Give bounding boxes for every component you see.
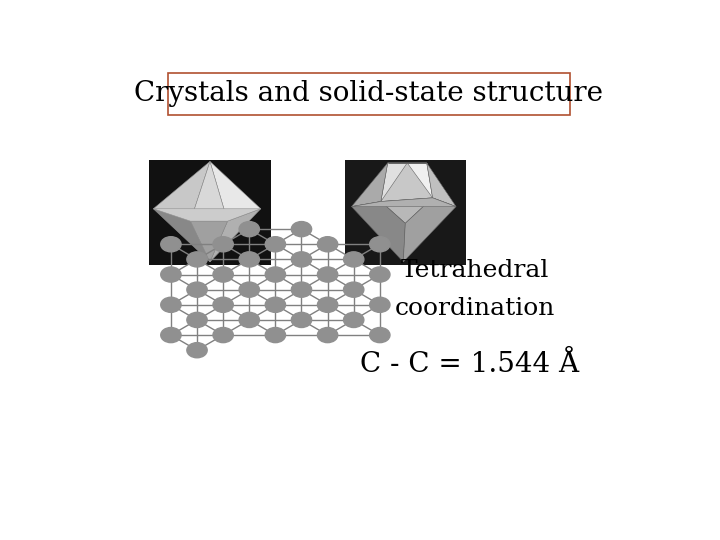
Polygon shape	[351, 163, 387, 207]
Polygon shape	[351, 198, 456, 207]
Circle shape	[318, 237, 338, 252]
Polygon shape	[381, 198, 433, 224]
Polygon shape	[381, 163, 408, 201]
Circle shape	[239, 221, 259, 237]
Circle shape	[213, 267, 233, 282]
Polygon shape	[351, 201, 405, 262]
Bar	[168, 73, 570, 114]
Circle shape	[343, 282, 364, 297]
Circle shape	[187, 343, 207, 358]
Polygon shape	[153, 161, 210, 221]
Circle shape	[187, 282, 207, 297]
Circle shape	[213, 297, 233, 312]
Circle shape	[187, 312, 207, 327]
Circle shape	[187, 252, 207, 267]
Circle shape	[318, 267, 338, 282]
Circle shape	[292, 312, 312, 327]
Polygon shape	[190, 221, 228, 262]
Circle shape	[239, 312, 259, 327]
Circle shape	[161, 327, 181, 343]
Circle shape	[213, 237, 233, 252]
Circle shape	[369, 327, 390, 343]
Polygon shape	[210, 209, 261, 262]
Circle shape	[161, 267, 181, 282]
Polygon shape	[381, 163, 433, 201]
Circle shape	[239, 282, 259, 297]
Circle shape	[161, 297, 181, 312]
Polygon shape	[190, 161, 228, 221]
Polygon shape	[427, 163, 456, 207]
Circle shape	[265, 237, 286, 252]
Circle shape	[369, 237, 390, 252]
Bar	[345, 160, 466, 265]
Polygon shape	[210, 161, 261, 221]
Circle shape	[292, 221, 312, 237]
Text: C - C = 1.544 Å: C - C = 1.544 Å	[360, 350, 579, 377]
Text: Crystals and solid-state structure: Crystals and solid-state structure	[135, 80, 603, 107]
Circle shape	[318, 297, 338, 312]
Circle shape	[369, 267, 390, 282]
Circle shape	[213, 327, 233, 343]
Polygon shape	[408, 163, 433, 198]
Circle shape	[239, 252, 259, 267]
Circle shape	[161, 237, 181, 252]
Polygon shape	[153, 209, 261, 221]
Circle shape	[265, 297, 286, 312]
Polygon shape	[153, 209, 210, 262]
Circle shape	[265, 267, 286, 282]
Circle shape	[343, 252, 364, 267]
Circle shape	[292, 282, 312, 297]
Circle shape	[292, 252, 312, 267]
Circle shape	[369, 297, 390, 312]
Circle shape	[265, 327, 286, 343]
Text: Tetrahedral
coordination: Tetrahedral coordination	[395, 259, 555, 320]
Bar	[150, 160, 271, 265]
Circle shape	[343, 312, 364, 327]
Circle shape	[318, 327, 338, 343]
Polygon shape	[403, 198, 456, 262]
